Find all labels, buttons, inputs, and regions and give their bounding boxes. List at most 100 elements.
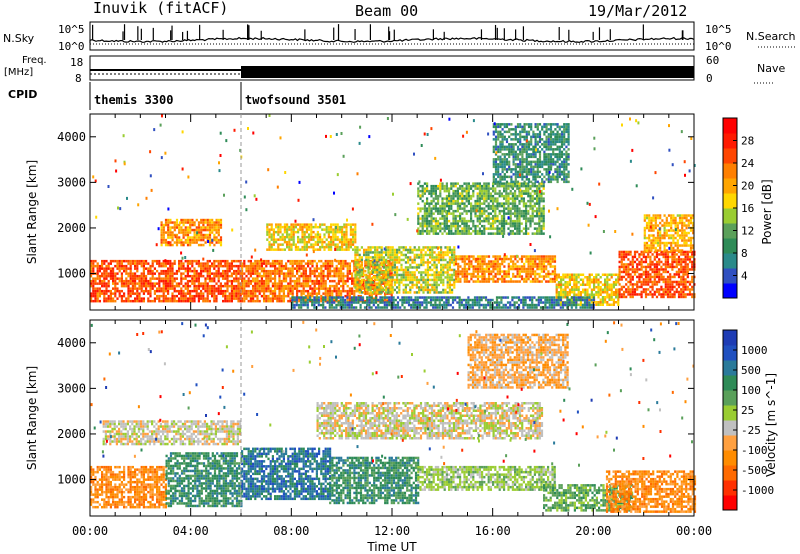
echo-cell bbox=[529, 214, 532, 218]
echo-cell bbox=[520, 212, 523, 215]
echo-cell bbox=[421, 227, 424, 230]
echo-cell bbox=[310, 238, 313, 241]
echo-cell bbox=[459, 207, 462, 210]
echo-cell bbox=[615, 301, 618, 304]
echo-cell bbox=[527, 257, 530, 261]
echo-cell bbox=[292, 233, 295, 236]
echo-cell bbox=[584, 291, 587, 294]
echo-cell bbox=[294, 248, 297, 251]
echo-cell bbox=[313, 272, 316, 275]
echo-cell bbox=[481, 189, 484, 193]
echo-cell bbox=[531, 280, 535, 283]
echo-cell bbox=[448, 278, 451, 282]
echo-cell bbox=[131, 259, 134, 263]
echo-cell bbox=[131, 272, 134, 275]
echo-cell bbox=[379, 267, 382, 270]
echo-cell bbox=[138, 297, 141, 300]
echo-cell bbox=[489, 192, 492, 195]
echo-cell bbox=[109, 292, 112, 295]
echo-cell bbox=[511, 184, 514, 188]
echo-cell bbox=[595, 281, 598, 284]
echo-cell bbox=[343, 240, 346, 244]
echo-cell bbox=[467, 182, 470, 185]
echo-cell bbox=[222, 272, 225, 275]
echo-cell bbox=[642, 253, 645, 256]
echo-cell bbox=[503, 277, 506, 281]
echo-cell bbox=[287, 267, 290, 270]
echo-cell bbox=[418, 281, 421, 284]
echo-cell bbox=[312, 248, 315, 251]
echo-cell bbox=[514, 262, 517, 266]
echo-cell bbox=[160, 226, 163, 229]
echo-cell bbox=[419, 197, 422, 200]
echo-cell bbox=[422, 258, 425, 262]
echo-cell bbox=[169, 297, 172, 300]
echo-cell bbox=[292, 223, 295, 226]
echo-cell bbox=[178, 262, 181, 265]
echo-cell bbox=[334, 233, 337, 236]
echo-cell bbox=[302, 274, 305, 278]
echo-cell bbox=[287, 292, 290, 295]
echo-cell bbox=[140, 264, 143, 268]
echo-cell bbox=[254, 287, 257, 290]
echo-cell bbox=[276, 294, 279, 298]
echo-cell bbox=[433, 276, 436, 279]
echo-cell bbox=[393, 271, 396, 274]
echo-cell bbox=[474, 224, 477, 228]
echo-cell bbox=[213, 274, 216, 278]
echo-cell bbox=[335, 274, 338, 278]
echo-cell bbox=[193, 241, 196, 244]
echo-cell bbox=[109, 267, 112, 270]
echo-cell bbox=[476, 267, 480, 271]
echo-cell bbox=[461, 219, 464, 223]
echo-cell bbox=[296, 279, 299, 283]
echo-cell bbox=[386, 299, 389, 303]
echo-cell bbox=[618, 255, 621, 259]
echo-cell bbox=[540, 184, 543, 188]
echo-cell bbox=[481, 209, 484, 213]
echo-cell bbox=[463, 229, 466, 233]
echo-cell bbox=[525, 217, 528, 220]
echo-cell bbox=[629, 260, 632, 264]
echo-cell bbox=[404, 273, 407, 277]
echo-cell bbox=[604, 296, 607, 299]
echo-cell bbox=[178, 241, 181, 244]
echo-cell bbox=[326, 267, 329, 270]
echo-cell bbox=[243, 294, 246, 298]
echo-cell bbox=[206, 262, 209, 265]
echo-cell bbox=[451, 256, 454, 259]
echo-cell bbox=[160, 264, 163, 268]
echo-cell bbox=[470, 209, 473, 213]
echo-cell bbox=[409, 286, 412, 289]
echo-cell bbox=[260, 287, 263, 290]
echo-cell bbox=[518, 187, 521, 190]
echo-cell bbox=[156, 277, 159, 280]
echo-cell bbox=[310, 225, 313, 229]
echo-cell bbox=[258, 292, 261, 295]
echo-cell bbox=[180, 262, 183, 265]
echo-cell bbox=[237, 294, 240, 298]
echo-cell bbox=[197, 243, 201, 247]
echo-cell bbox=[527, 265, 530, 268]
echo-cell bbox=[536, 192, 539, 195]
echo-cell bbox=[171, 231, 174, 234]
echo-cell bbox=[358, 283, 361, 287]
echo-cell bbox=[638, 293, 641, 296]
echo-cell bbox=[640, 263, 643, 266]
echo-cell bbox=[346, 292, 349, 295]
echo-cell bbox=[424, 273, 427, 277]
echo-cell bbox=[459, 197, 462, 200]
echo-cell bbox=[599, 288, 602, 291]
echo-cell bbox=[178, 226, 181, 229]
echo-cell bbox=[278, 289, 281, 293]
echo-cell bbox=[367, 268, 370, 272]
echo-cell bbox=[658, 253, 661, 256]
echo-cell bbox=[671, 288, 674, 291]
echo-cell bbox=[631, 295, 634, 299]
echo-cell bbox=[180, 243, 183, 247]
echo-cell bbox=[211, 264, 214, 268]
echo-cell bbox=[215, 287, 218, 290]
echo-cell bbox=[360, 246, 363, 249]
echo-cell bbox=[340, 274, 343, 278]
echo-cell bbox=[478, 194, 481, 198]
